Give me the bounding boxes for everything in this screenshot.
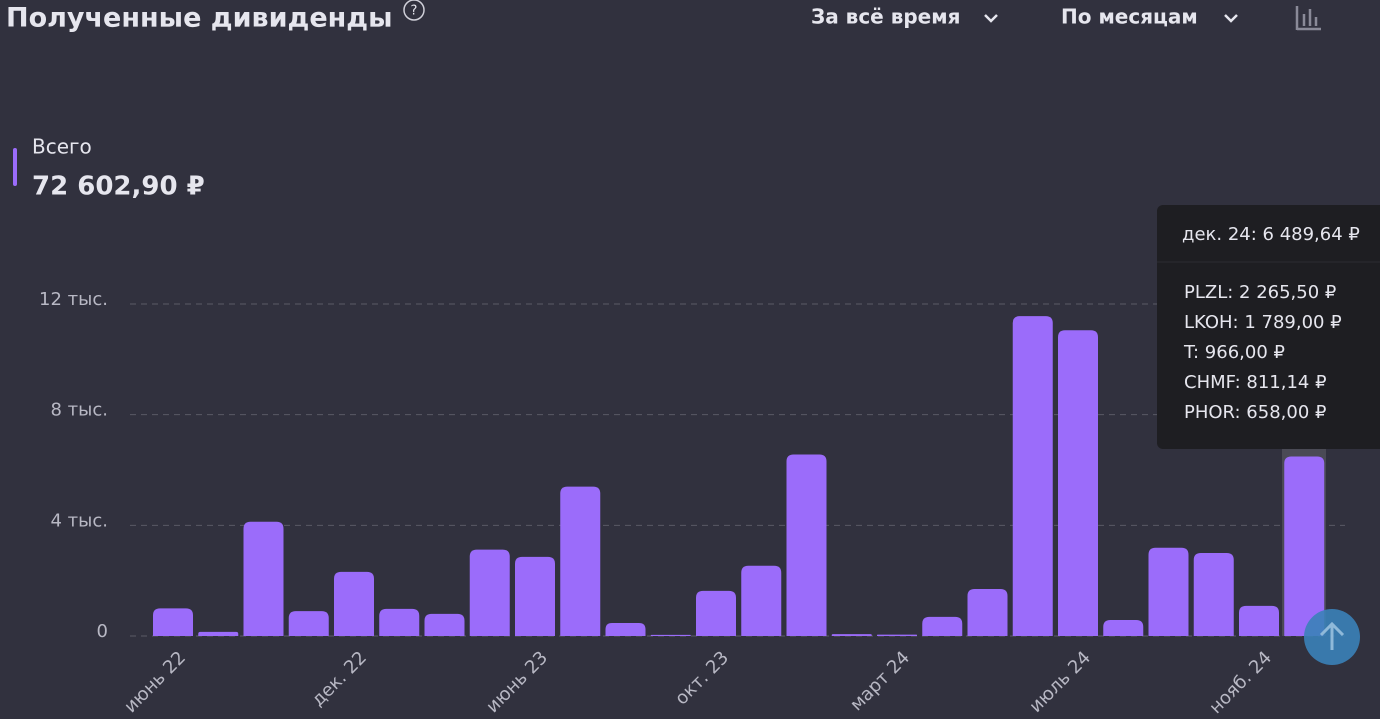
- help-circle: [403, 0, 425, 21]
- grouping-dropdown[interactable]: По месяцам: [1061, 5, 1238, 29]
- bar: [1239, 605, 1279, 636]
- y-tick-label: 0: [97, 621, 108, 642]
- bar: [198, 631, 239, 636]
- bar: [1284, 456, 1325, 636]
- bar: [650, 634, 691, 636]
- bar: [515, 556, 555, 636]
- bar: [288, 611, 329, 636]
- bar: [605, 622, 646, 636]
- y-tick-label: 8 тыс.: [51, 400, 109, 421]
- bar: [379, 608, 420, 636]
- legend-marker: [13, 148, 17, 186]
- total-label: Всего: [32, 135, 92, 159]
- tooltip-header: дек. 24: 6 489,64 ₽: [1182, 224, 1360, 245]
- title: Полученные дивиденды: [6, 3, 393, 34]
- bar: [469, 549, 510, 636]
- bar: [334, 571, 374, 636]
- chart-type-button[interactable]: [1295, 6, 1321, 31]
- tooltip-item: PLZL: 2 265,50 ₽: [1184, 282, 1336, 303]
- tooltip-item: LKOH: 1 789,00 ₽: [1184, 312, 1342, 333]
- bar: [967, 588, 1008, 636]
- help-icon[interactable]: ?: [403, 0, 425, 21]
- tooltip-item: CHMF: 811,14 ₽: [1184, 372, 1327, 393]
- bar: [831, 634, 872, 636]
- y-tick-label: 4 тыс.: [51, 510, 109, 531]
- bar: [1103, 619, 1144, 636]
- help-text: ?: [411, 4, 418, 19]
- scroll-top-button[interactable]: [1304, 609, 1360, 665]
- y-tick-label: 12 тыс.: [39, 289, 108, 310]
- tooltip-items: PLZL: 2 265,50 ₽ LKOH: 1 789,00 ₽ T: 966,0…: [1183, 282, 1342, 423]
- bar: [696, 590, 736, 636]
- bar: [741, 565, 782, 636]
- bar: [243, 521, 284, 636]
- tooltip: дек. 24: 6 489,64 ₽ PLZL: 2 265,50 ₽ LKOH…: [1157, 205, 1380, 449]
- chevron: [1224, 14, 1238, 23]
- tooltip-item: PHOR: 658,00 ₽: [1184, 402, 1326, 423]
- bar: [877, 634, 917, 636]
- bar: [922, 616, 963, 636]
- bar: [560, 486, 601, 636]
- arrow-up: [1319, 621, 1345, 650]
- grouping-label: По месяцам: [1061, 5, 1198, 29]
- period-label: За всё время: [811, 5, 960, 29]
- bar: [1148, 547, 1189, 636]
- bar: [1058, 330, 1098, 636]
- bar: [786, 454, 827, 636]
- period-dropdown[interactable]: За всё время: [811, 5, 998, 29]
- bar: [153, 608, 193, 636]
- bar: [424, 613, 465, 636]
- chevron: [984, 14, 998, 23]
- bar: [1012, 316, 1053, 636]
- tooltip-item: T: 966,00 ₽: [1183, 342, 1285, 363]
- bar: [1193, 553, 1234, 636]
- total-value: 72 602,90 ₽: [32, 172, 205, 202]
- tooltip-box: [1157, 205, 1380, 449]
